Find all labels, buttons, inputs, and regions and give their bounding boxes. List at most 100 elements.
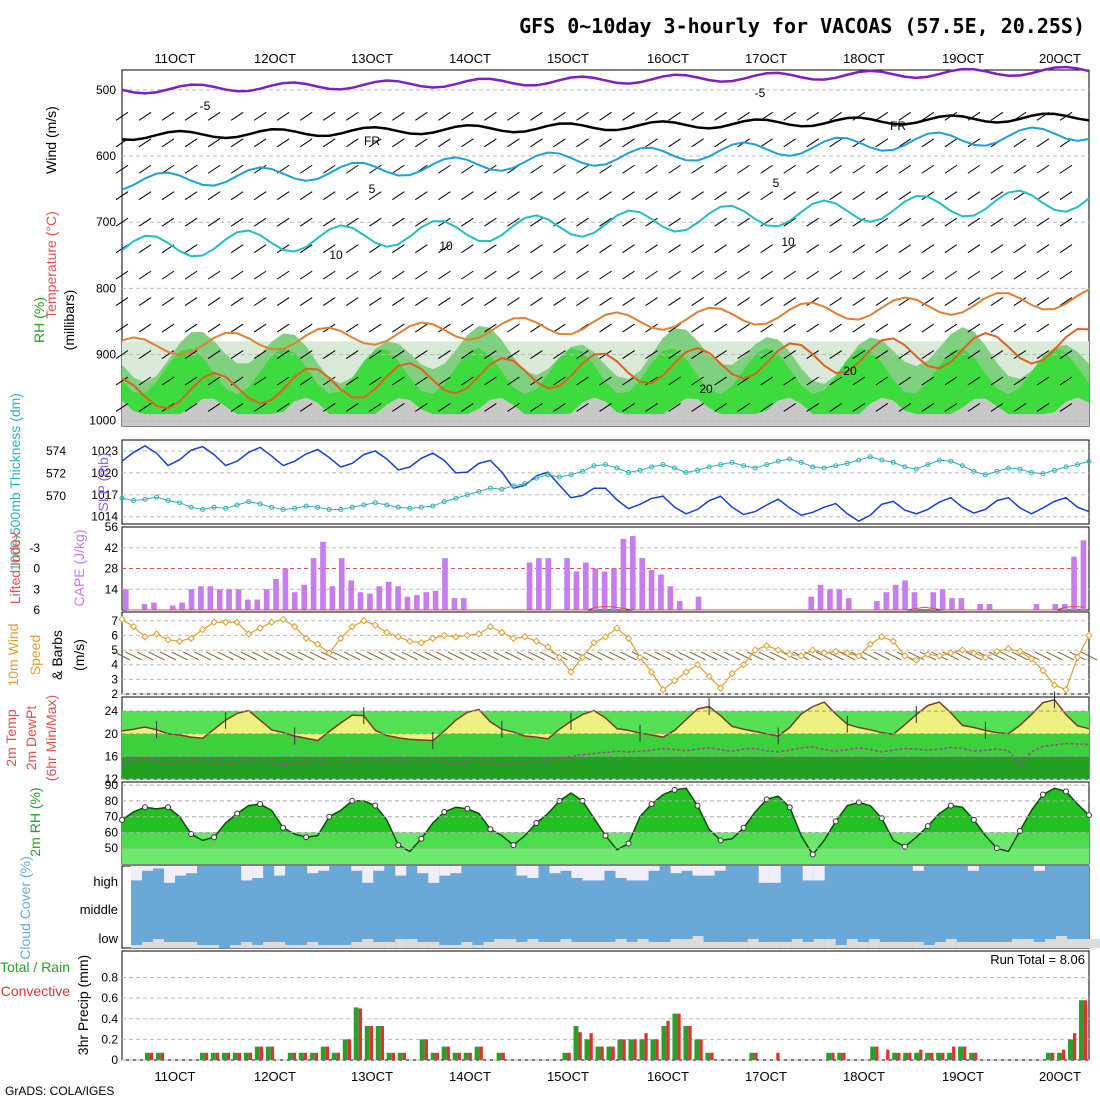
- rain-bar: [650, 1039, 656, 1060]
- surface-wind-barb: [217, 651, 234, 661]
- cloud-low-bar: [230, 945, 242, 948]
- convective-bar: [952, 1046, 956, 1060]
- cape-bar: [892, 584, 899, 610]
- wind-barb: [553, 403, 566, 412]
- wind-barb: [207, 111, 221, 121]
- wind-barb: [345, 270, 359, 280]
- cloud-high-bar: [615, 866, 627, 878]
- upper-wind-barbs: [115, 111, 1073, 412]
- wind-speed-marker: [705, 672, 713, 681]
- wind-barb: [829, 403, 843, 412]
- wind-barb: [115, 376, 129, 386]
- cloud-low-bar: [1055, 936, 1067, 948]
- wind-barb: [484, 297, 497, 307]
- rh-marker: [510, 842, 517, 849]
- cape-bar: [601, 571, 608, 610]
- wind-barb: [484, 270, 497, 280]
- convective-bar: [457, 1052, 461, 1060]
- isotherm-label: 5: [369, 182, 376, 196]
- wind-barb: [967, 270, 981, 280]
- wind-barb: [737, 164, 750, 174]
- cloud-bg: [131, 866, 1089, 948]
- thickness-marker: [579, 468, 585, 474]
- wind-barb: [990, 350, 1004, 359]
- thickness-marker: [131, 497, 137, 503]
- rh-tick: 80: [105, 794, 119, 808]
- wind-barb: [553, 191, 566, 201]
- cloud-low-bar: [296, 945, 308, 948]
- wind-barb: [138, 164, 152, 174]
- wind-speed-marker: [1004, 644, 1013, 653]
- wind-barb: [184, 217, 198, 227]
- wind-barb: [392, 376, 405, 386]
- wind-barb: [829, 164, 843, 174]
- rh-tick: 90: [105, 778, 119, 792]
- top-date-tick: 15OCT: [547, 51, 589, 66]
- wind-barb: [806, 244, 819, 254]
- wind-speed-marker: [578, 653, 587, 662]
- wind-speed-marker: [636, 653, 644, 662]
- surface-wind-barb: [597, 651, 614, 661]
- cloud-low-bar: [692, 936, 704, 948]
- convective-bar: [831, 1052, 835, 1060]
- wind-barb: [299, 323, 313, 333]
- wind-barb: [530, 138, 543, 148]
- wind-barb: [230, 270, 244, 280]
- wind-speed-marker: [244, 630, 253, 638]
- wind-barb: [345, 138, 359, 148]
- wind-barb: [599, 191, 612, 201]
- rh-marker: [533, 820, 540, 826]
- thickness-marker: [856, 457, 862, 463]
- cape-bar: [207, 586, 214, 610]
- surface-wind-barb: [205, 651, 223, 661]
- wind-barb: [415, 376, 428, 386]
- surface-wind-barb: [689, 651, 706, 661]
- wind-barb: [138, 111, 152, 121]
- precip-conv-label: Convective: [1, 983, 70, 999]
- wind-barb: [322, 376, 336, 386]
- wind-barb: [530, 297, 543, 307]
- wind-barb: [944, 350, 958, 359]
- wind-barb: [345, 244, 359, 254]
- thickness-marker: [154, 494, 160, 500]
- rh-band: [122, 832, 1089, 849]
- wind-barb: [806, 323, 819, 333]
- cloud-low-bar: [637, 939, 649, 948]
- rain-bar: [672, 1013, 678, 1060]
- cloud-high-bar: [175, 866, 187, 876]
- cloud-low-bar: [175, 942, 187, 948]
- precip-tick: 0.6: [101, 991, 118, 1005]
- cape-bar: [639, 558, 645, 610]
- surface-wind-barb: [608, 651, 626, 661]
- cape-bar: [695, 596, 702, 610]
- wind-barb: [161, 217, 175, 227]
- thickness-marker: [234, 502, 240, 508]
- surface-wind-barb: [459, 651, 476, 661]
- panel-frame-slp: [121, 439, 1090, 525]
- wind-barb: [967, 297, 981, 307]
- wind-barb: [1013, 297, 1027, 307]
- wind-barb: [599, 403, 612, 412]
- rain-bar: [628, 1039, 634, 1060]
- wind-barb: [852, 191, 866, 201]
- wind-barb: [622, 323, 635, 333]
- slp-tick: 1020: [91, 466, 118, 480]
- wind-barb: [829, 217, 843, 227]
- wind-barb: [668, 191, 681, 201]
- wind-barb: [461, 111, 474, 121]
- isotherm-line: [121, 112, 1090, 142]
- cloud-low-bar: [406, 939, 418, 948]
- wind-barb: [898, 403, 912, 412]
- wind-speed-marker: [843, 649, 851, 657]
- convective-bar: [160, 1052, 165, 1060]
- surface-wind-barb: [194, 651, 211, 661]
- convective-bar: [875, 1046, 879, 1060]
- cape-bar: [254, 599, 261, 610]
- wind-barb: [783, 270, 796, 280]
- wind-barb: [438, 323, 451, 333]
- convective-bar: [567, 1052, 571, 1060]
- bottom-date-tick: 15OCT: [547, 1069, 589, 1084]
- cloud-low-bar: [362, 939, 374, 948]
- surface-wind-barb: [344, 651, 361, 661]
- cloud-low-bar: [1066, 939, 1078, 948]
